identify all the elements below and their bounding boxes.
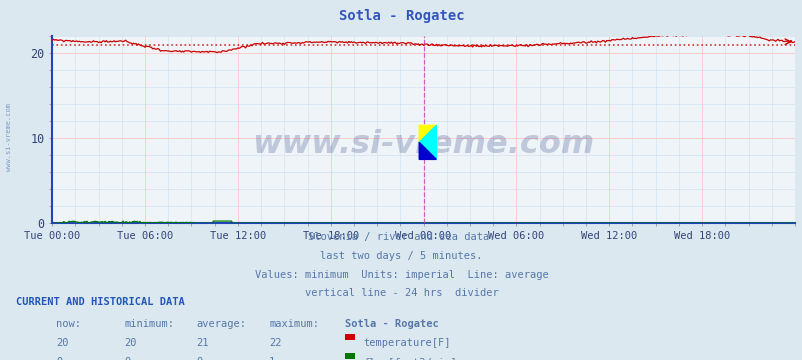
Text: vertical line - 24 hrs  divider: vertical line - 24 hrs divider [304,288,498,298]
Text: 21: 21 [196,338,209,348]
Text: Sotla - Rogatec: Sotla - Rogatec [338,9,464,23]
Text: Slovenia / river and sea data.: Slovenia / river and sea data. [307,232,495,242]
Polygon shape [419,125,435,159]
Text: 20: 20 [124,338,137,348]
Text: 0: 0 [196,357,203,360]
Text: Values: minimum  Units: imperial  Line: average: Values: minimum Units: imperial Line: av… [254,270,548,280]
Text: minimum:: minimum: [124,319,174,329]
Text: maximum:: maximum: [269,319,318,329]
Text: flow[foot3/min]: flow[foot3/min] [363,357,456,360]
Text: now:: now: [56,319,81,329]
Text: last two days / 5 minutes.: last two days / 5 minutes. [320,251,482,261]
Text: CURRENT AND HISTORICAL DATA: CURRENT AND HISTORICAL DATA [16,297,184,307]
Text: 1: 1 [269,357,275,360]
Polygon shape [419,142,435,159]
Text: temperature[F]: temperature[F] [363,338,450,348]
Text: average:: average: [196,319,246,329]
Text: 20: 20 [56,338,69,348]
Text: www.si-vreme.com: www.si-vreme.com [6,103,12,171]
Text: www.si-vreme.com: www.si-vreme.com [252,129,594,160]
Polygon shape [419,125,435,142]
Text: Sotla - Rogatec: Sotla - Rogatec [345,319,439,329]
Text: 0: 0 [56,357,63,360]
Text: 22: 22 [269,338,282,348]
Text: 0: 0 [124,357,131,360]
